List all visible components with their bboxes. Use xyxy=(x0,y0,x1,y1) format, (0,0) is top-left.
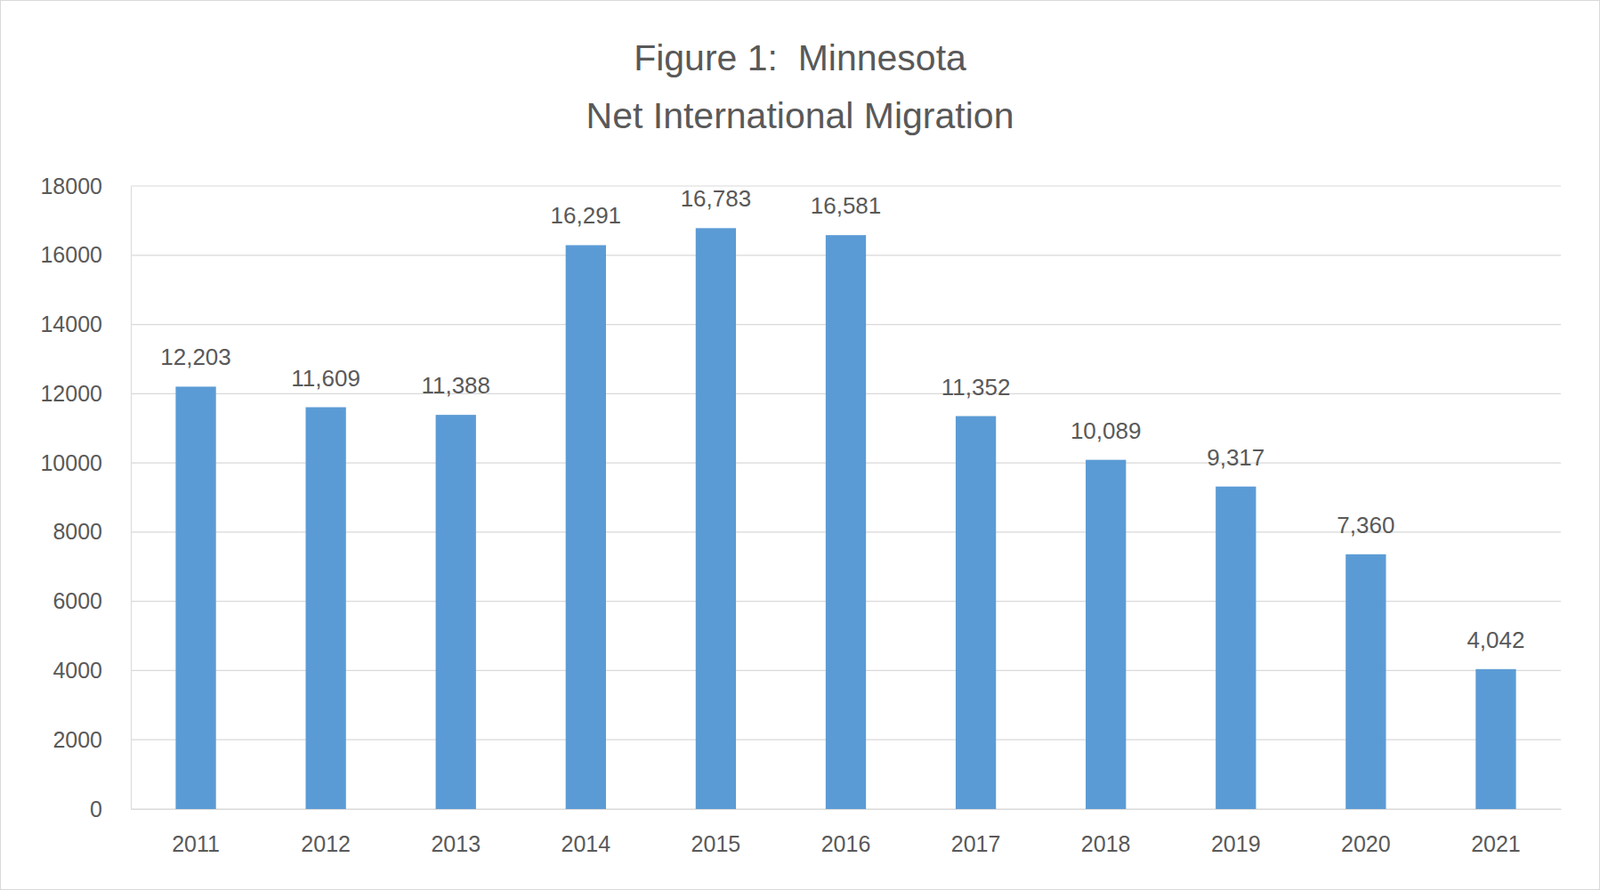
bar xyxy=(1215,486,1256,809)
data-label: 11,609 xyxy=(290,364,361,392)
x-tick: 2019 xyxy=(1211,808,1261,857)
data-label: 11,388 xyxy=(420,371,491,399)
bar xyxy=(825,234,866,809)
bar xyxy=(305,407,346,809)
bar xyxy=(1345,554,1386,809)
x-tick: 2012 xyxy=(300,808,351,857)
y-tick-label: 14000 xyxy=(40,311,103,337)
x-tick-label: 2014 xyxy=(561,831,612,857)
x-tick-label: 2015 xyxy=(691,831,742,857)
data-label: 16,291 xyxy=(550,202,623,229)
y-tick-label: 8000 xyxy=(52,518,103,544)
data-label: 16,783 xyxy=(680,185,752,212)
y-tick: 0 xyxy=(89,796,131,822)
y-tick-label: 2000 xyxy=(52,727,103,752)
bar xyxy=(565,244,607,809)
x-tick: 2018 xyxy=(1081,808,1132,857)
data-label: 12,203 xyxy=(160,343,232,371)
x-tick: 2015 xyxy=(691,808,742,857)
y-tick-label: 0 xyxy=(89,796,103,822)
y-axis: 0 2000 4000 6000 8000 10000 12000 14000 16000 180… xyxy=(40,173,131,822)
x-tick: 2017 xyxy=(951,808,1002,857)
y-tick: 10000 xyxy=(40,450,131,476)
x-tick-label: 2012 xyxy=(300,831,351,857)
y-tick: 16000 xyxy=(40,242,131,267)
plot-area: 0 2000 4000 6000 8000 10000 12000 14000 16000 180… xyxy=(40,173,1561,857)
bars xyxy=(175,227,1516,809)
x-tick: 2011 xyxy=(171,808,220,857)
x-tick: 2016 xyxy=(821,808,872,857)
data-label: 10,089 xyxy=(1070,417,1142,445)
y-tick: 2000 xyxy=(52,727,131,752)
x-tick: 2020 xyxy=(1341,808,1391,857)
data-label: 11,352 xyxy=(941,373,1011,401)
x-tick-label: 2020 xyxy=(1341,831,1391,857)
y-tick: 12000 xyxy=(40,380,131,406)
y-tick-label: 4000 xyxy=(52,657,103,683)
chart-frame xyxy=(0,0,1600,890)
y-tick-label: 16000 xyxy=(40,242,103,267)
chart-title: Figure 1: Minnesota xyxy=(633,37,967,79)
bar xyxy=(1085,460,1126,809)
y-tick-label: 12000 xyxy=(40,380,103,406)
y-tick-label: 6000 xyxy=(52,588,103,614)
chart-title: Net International Migration xyxy=(586,95,1015,137)
x-tick-label: 2019 xyxy=(1211,831,1261,857)
y-tick: 18000 xyxy=(40,173,131,199)
x-tick-label: 2016 xyxy=(821,831,872,857)
grid-line xyxy=(130,185,1561,186)
x-tick-label: 2011 xyxy=(171,831,220,857)
grid xyxy=(130,185,1561,809)
bar xyxy=(1475,669,1516,809)
bar xyxy=(175,386,216,809)
x-tick-label: 2013 xyxy=(430,831,481,857)
x-tick-label: 2017 xyxy=(951,831,1002,857)
x-tick-label: 2018 xyxy=(1081,831,1132,857)
data-label: 9,317 xyxy=(1206,444,1265,471)
x-tick: 2013 xyxy=(430,808,481,857)
data-label: 7,360 xyxy=(1336,511,1395,539)
y-tick: 4000 xyxy=(52,657,131,683)
y-tick: 8000 xyxy=(52,518,131,544)
y-tick: 6000 xyxy=(52,588,131,614)
x-tick-label: 2021 xyxy=(1470,831,1521,857)
y-tick: 14000 xyxy=(40,311,131,337)
x-tick: 2014 xyxy=(561,808,612,857)
y-tick-label: 10000 xyxy=(40,450,103,476)
bar xyxy=(436,414,477,809)
x-axis: 2011 2012 2013 2014 2015 2016 2017 2018 2019 2020… xyxy=(131,808,1562,857)
data-label: 16,581 xyxy=(810,192,882,219)
y-axis-line xyxy=(130,186,132,810)
bar xyxy=(955,416,996,809)
y-tick-label: 18000 xyxy=(40,173,103,199)
x-axis-line xyxy=(131,808,1562,810)
x-tick: 2021 xyxy=(1470,808,1521,857)
chart: Figure 1: Minnesota Net International Mig… xyxy=(0,0,1600,890)
bar xyxy=(695,227,736,809)
data-label: 4,042 xyxy=(1466,626,1525,654)
data-labels: 12,203 11,609 11,388 16,291 16,783 16,581 11,3… xyxy=(160,185,1525,653)
